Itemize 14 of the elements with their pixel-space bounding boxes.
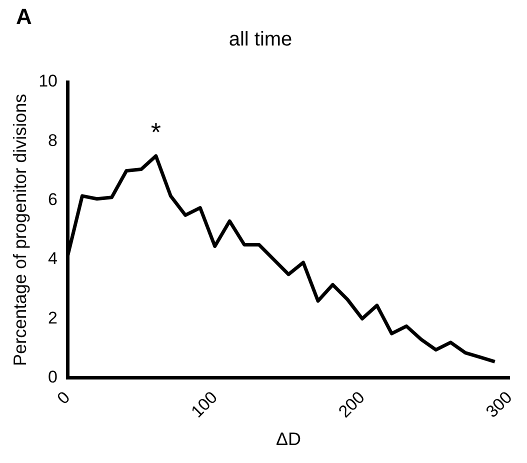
text: A [16, 4, 32, 30]
x-tick-label: 300 [482, 388, 516, 422]
x-tick-label: 100 [188, 388, 222, 422]
x-axis-title: ΔD [276, 429, 302, 450]
y-tick-label: 4 [48, 249, 58, 268]
y-tick-label: 10 [38, 72, 58, 91]
chart-title: all time [228, 28, 292, 51]
x-tick-label: 200 [334, 388, 368, 422]
y-tick-label: 6 [48, 190, 58, 210]
y-axis-title: Percentage of progenitor divisions [10, 94, 30, 366]
y-tick-label: 2 [48, 308, 58, 328]
y-tick-label: 0 [48, 368, 58, 387]
annotation: * [150, 117, 161, 148]
y-tick-label: 8 [48, 130, 58, 150]
